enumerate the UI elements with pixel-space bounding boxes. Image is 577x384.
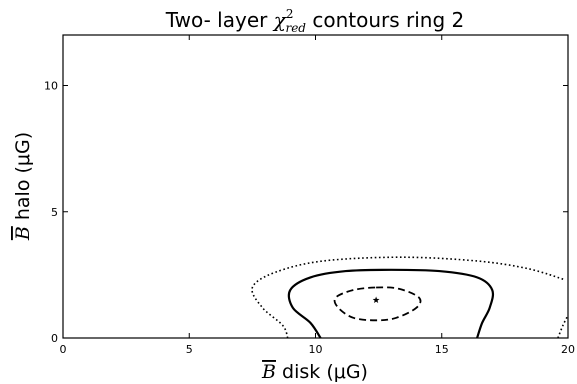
title-prefix: Two- layer <box>165 8 274 32</box>
x-axis-label-symbol: B <box>261 361 276 383</box>
x-tick-label: 0 <box>60 343 67 356</box>
best-fit-star <box>372 296 380 304</box>
title-chi-subscript: red <box>285 21 306 35</box>
contour-solid <box>287 268 495 339</box>
x-tick-label: 20 <box>561 343 575 356</box>
y-tick-label: 5 <box>51 206 58 219</box>
chart-title: Two- layer χ2 red contours ring 2 <box>165 7 465 35</box>
y-tick-label: 10 <box>44 80 58 93</box>
x-tick-label: 10 <box>309 343 323 356</box>
y-axis-label-text: halo (μG) <box>12 132 34 226</box>
x-tick-label: 15 <box>435 343 449 356</box>
title-chi-symbol: χ <box>272 8 288 32</box>
contour-dotted <box>557 314 569 339</box>
title-chi-superscript: 2 <box>286 7 294 21</box>
plot-frame <box>62 34 569 339</box>
y-axis-label-symbol: B <box>12 226 34 241</box>
best-fit-marker-group <box>372 296 380 304</box>
y-tick-label: 0 <box>51 332 58 345</box>
axis-ticks: 0 5 10 15 20 0 5 10 <box>44 35 575 356</box>
x-axis-label: B disk (μG) <box>261 361 368 383</box>
y-axis-label: B halo (μG) <box>12 132 34 241</box>
x-axis-label-text: disk (μG) <box>276 361 368 383</box>
x-tick-label: 5 <box>186 343 193 356</box>
title-suffix: contours ring 2 <box>306 8 464 32</box>
contour-lines <box>251 256 569 339</box>
contour-dashed <box>333 286 422 322</box>
